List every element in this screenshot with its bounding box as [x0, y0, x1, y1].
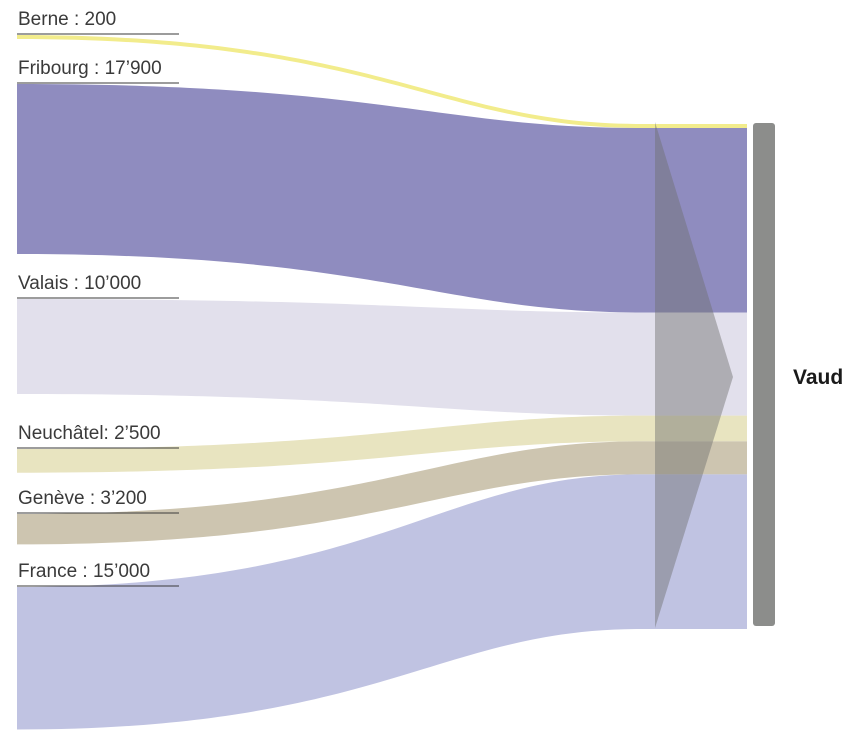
flow-ribbons — [17, 35, 747, 730]
flow-label-fribourg: Fribourg : 17’900 — [18, 58, 162, 79]
overlay-triangle — [655, 122, 733, 628]
flow-label-valais: Valais : 10’000 — [18, 273, 141, 294]
source-labels: Berne : 200 Fribourg : 17’900 Valais : 10’… — [17, 9, 179, 587]
flow-ribbon-neuchâtel — [17, 415, 747, 473]
flow-ribbon-france — [17, 474, 747, 730]
flow-label-neuchâtel: Neuchâtel: 2’500 — [18, 423, 161, 444]
target-label: Vaud — [793, 366, 843, 389]
flow-label-france: France : 15’000 — [18, 561, 150, 582]
flow-label-berne: Berne : 200 — [18, 9, 116, 30]
flow-ribbon-valais — [17, 299, 747, 416]
flow-ribbon-fribourg — [17, 84, 747, 313]
flow-ribbon-genève — [17, 441, 747, 545]
flow-ribbon-berne — [17, 35, 747, 128]
target-node-bar — [753, 123, 775, 626]
flow-label-genève: Genève : 3’200 — [18, 488, 147, 509]
